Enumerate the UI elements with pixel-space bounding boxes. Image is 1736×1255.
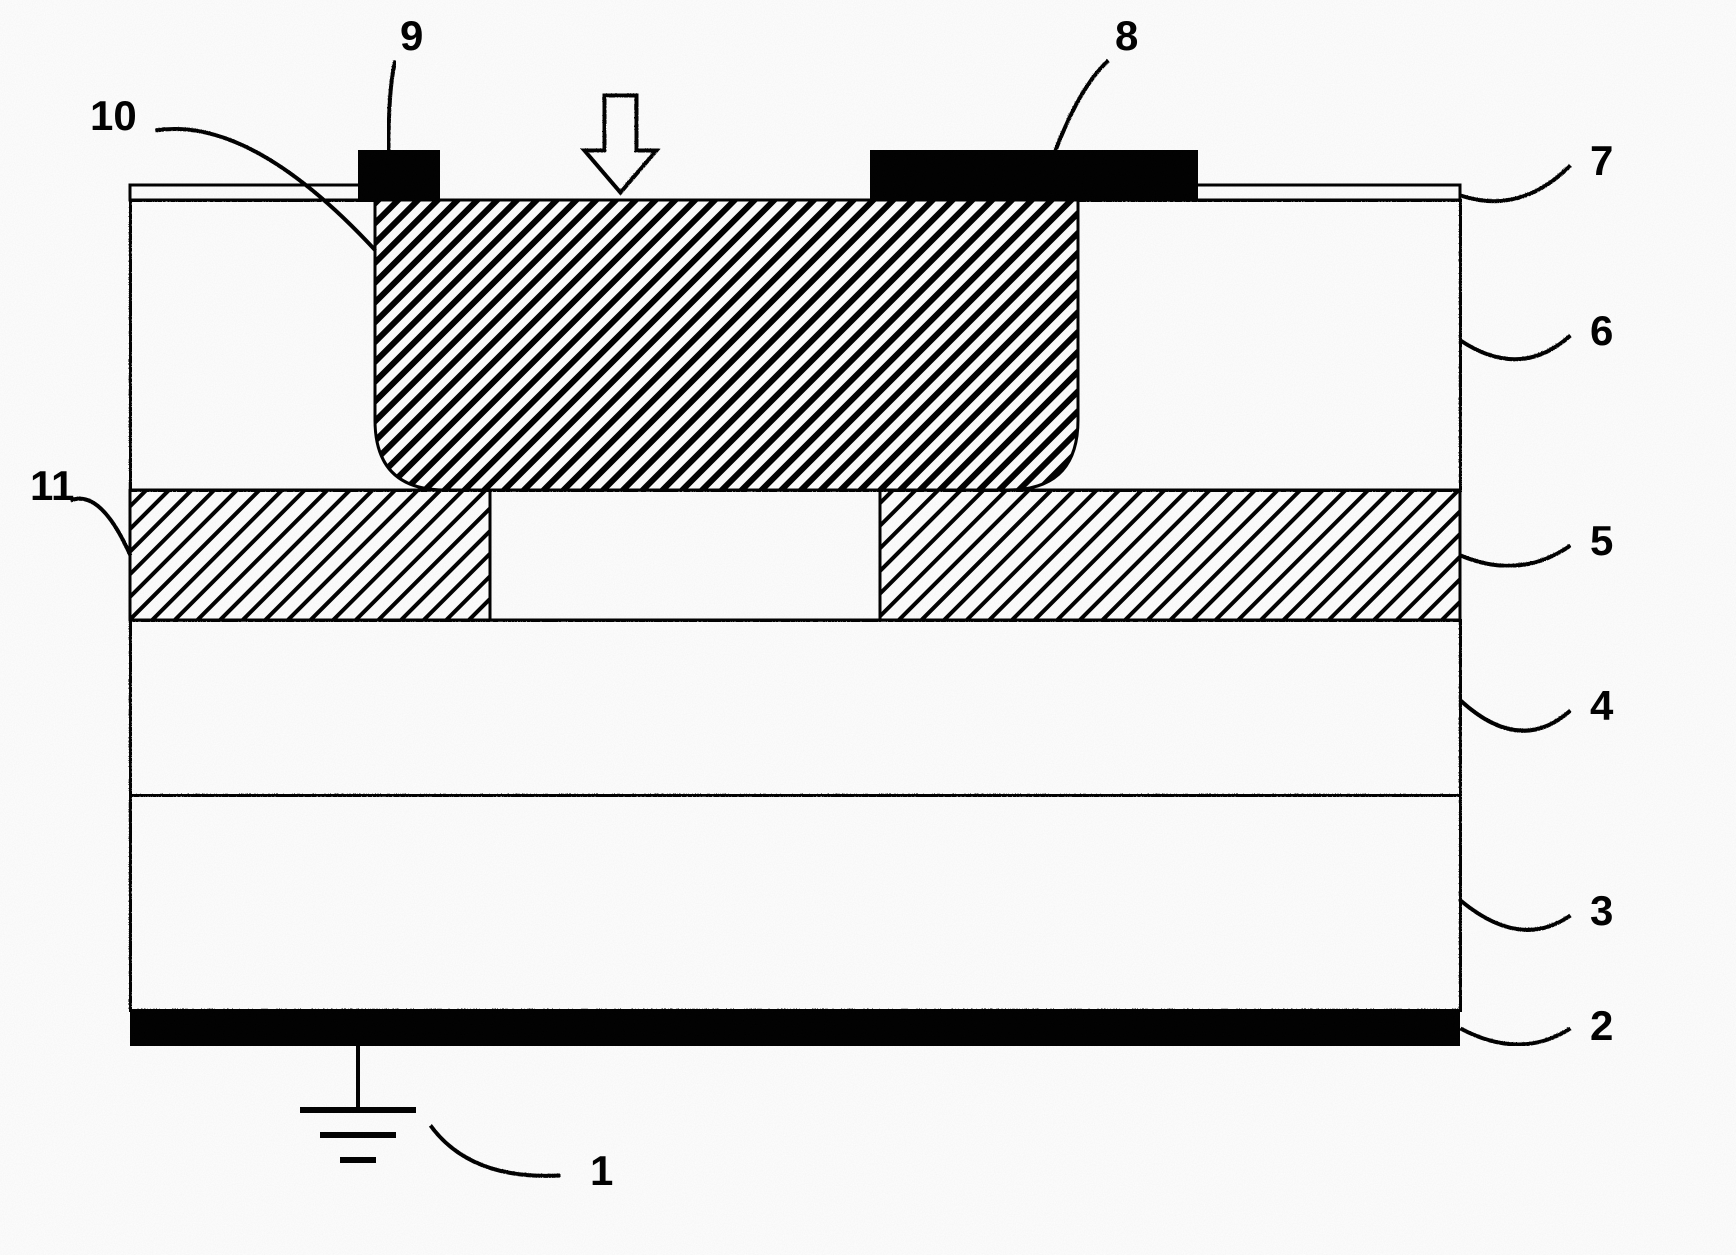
label-8: 8 <box>1115 12 1138 59</box>
leader-9 <box>388 60 395 150</box>
label-4: 4 <box>1590 682 1614 729</box>
label-10: 10 <box>90 92 137 139</box>
label-11: 11 <box>30 462 74 509</box>
leader-7 <box>1460 165 1570 201</box>
leader-6 <box>1460 335 1570 359</box>
label-9: 9 <box>400 12 423 59</box>
block-9 <box>358 150 440 200</box>
label-7: 7 <box>1590 137 1613 184</box>
leader-4 <box>1460 700 1570 730</box>
layer-5-gap <box>490 490 880 620</box>
layer-5-left <box>130 490 490 620</box>
label-6: 6 <box>1590 307 1613 354</box>
layer-3 <box>130 795 1460 1010</box>
layer-2 <box>130 1010 1460 1046</box>
block-8 <box>870 150 1198 200</box>
label-2: 2 <box>1590 1002 1613 1049</box>
layer-4 <box>130 620 1460 795</box>
layer-7-left <box>130 185 375 200</box>
down-arrow-icon <box>584 95 656 192</box>
leader-11 <box>70 498 130 555</box>
label-3: 3 <box>1590 887 1613 934</box>
region-10 <box>375 200 1078 490</box>
diagram-svg: 1 2 3 4 5 6 7 8 9 10 11 <box>0 0 1736 1255</box>
leader-5 <box>1460 545 1570 565</box>
leader-2 <box>1460 1028 1570 1044</box>
leader-1 <box>430 1125 560 1175</box>
layer-5-right <box>880 490 1460 620</box>
leader-3 <box>1460 900 1570 929</box>
leader-8 <box>1055 60 1108 150</box>
label-1: 1 <box>590 1147 613 1194</box>
label-5: 5 <box>1590 517 1613 564</box>
